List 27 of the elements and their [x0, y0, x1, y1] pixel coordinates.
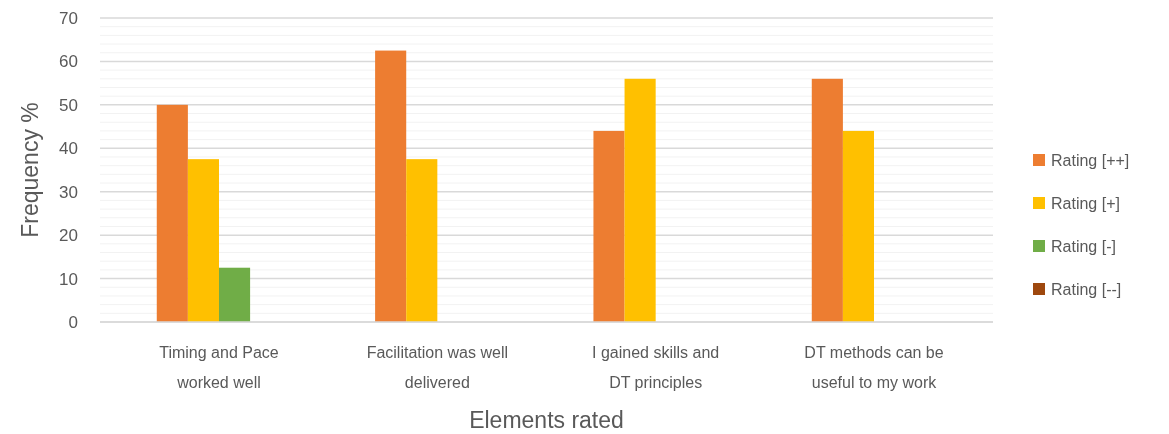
x-tick-label: Timing and Pace worked well [159, 344, 279, 391]
y-tick-label: 30 [59, 182, 78, 202]
legend-label: Rating [++] [1051, 151, 1130, 169]
y-tick-label: 70 [59, 8, 78, 28]
x-tick-label: Facilitation was well delivered [366, 344, 509, 391]
y-tick-label: 40 [59, 139, 78, 159]
bar [406, 159, 438, 322]
bar [375, 50, 407, 322]
legend-label: Rating [-] [1051, 237, 1116, 255]
legend-label: Rating [+] [1051, 194, 1120, 212]
bar [811, 78, 843, 322]
y-tick-label: 50 [59, 95, 78, 115]
y-tick-label: 10 [59, 269, 78, 289]
y-axis-title: Frequency % [17, 102, 43, 238]
bar [593, 130, 625, 322]
y-tick-label: 60 [59, 52, 78, 72]
x-tick-label: DT methods can be useful to my work [804, 344, 944, 391]
bar [842, 130, 875, 322]
x-axis-title: Elements rated [469, 407, 624, 433]
bar [156, 104, 188, 322]
bar [624, 78, 656, 322]
legend-label: Rating [--] [1051, 280, 1122, 298]
y-tick-label: 0 [68, 312, 78, 332]
y-tick-label: 20 [59, 226, 78, 246]
bar [187, 159, 219, 322]
bar [218, 267, 251, 322]
x-tick-label: I gained skills and DT principles [592, 344, 720, 391]
